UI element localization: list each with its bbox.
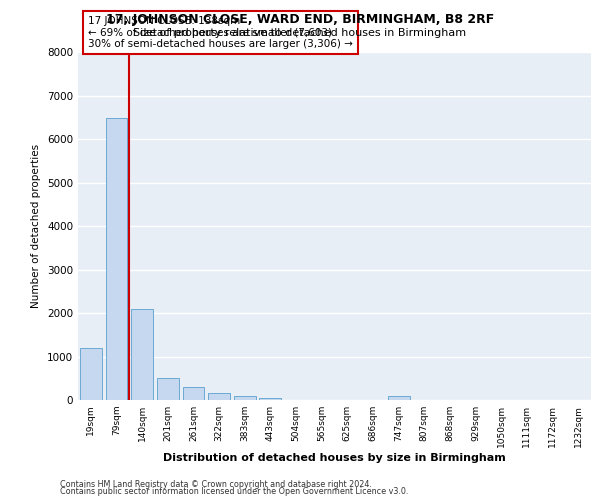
Bar — [182, 387, 205, 400]
X-axis label: Distribution of detached houses by size in Birmingham: Distribution of detached houses by size … — [163, 452, 506, 462]
Bar — [208, 394, 230, 400]
Y-axis label: Number of detached properties: Number of detached properties — [31, 144, 41, 308]
Bar — [388, 396, 410, 400]
Text: 17 JOHNSON CLOSE: 138sqm
← 69% of detached houses are smaller (7,603)
30% of sem: 17 JOHNSON CLOSE: 138sqm ← 69% of detach… — [88, 16, 353, 49]
Text: Size of property relative to detached houses in Birmingham: Size of property relative to detached ho… — [133, 28, 467, 38]
Bar — [106, 118, 127, 400]
Bar — [80, 348, 102, 400]
Bar — [131, 309, 153, 400]
Bar — [157, 378, 179, 400]
Text: Contains public sector information licensed under the Open Government Licence v3: Contains public sector information licen… — [60, 487, 409, 496]
Bar — [234, 396, 256, 400]
Text: 17, JOHNSON CLOSE, WARD END, BIRMINGHAM, B8 2RF: 17, JOHNSON CLOSE, WARD END, BIRMINGHAM,… — [106, 12, 494, 26]
Text: Contains HM Land Registry data © Crown copyright and database right 2024.: Contains HM Land Registry data © Crown c… — [60, 480, 372, 489]
Bar — [259, 398, 281, 400]
